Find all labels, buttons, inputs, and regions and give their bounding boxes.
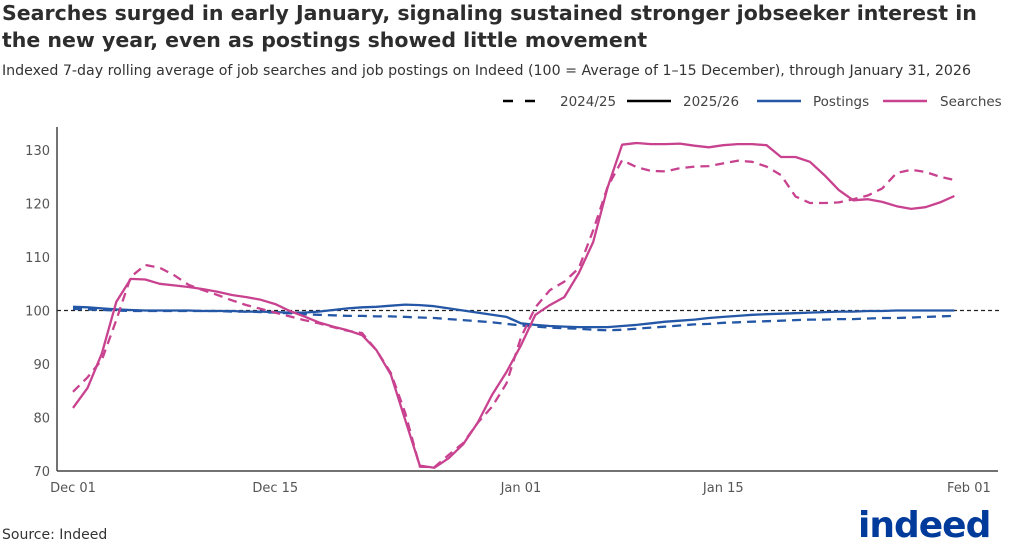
series-line-searches-2025-26 <box>72 141 955 469</box>
x-tick-label: Jan 01 <box>500 481 542 496</box>
legend-label: Postings <box>813 94 869 110</box>
series-line-postings-2025-26 <box>72 303 955 329</box>
legend-label: 2024/25 <box>560 94 616 110</box>
y-tick-label: 130 <box>25 144 50 159</box>
y-tick-label: 120 <box>25 198 50 213</box>
x-tick-label: Feb 01 <box>947 481 991 496</box>
y-tick-label: 100 <box>25 305 50 320</box>
indeed-logo: indeed <box>858 505 991 546</box>
x-tick-label: Dec 01 <box>50 481 96 496</box>
x-tick-label: Dec 15 <box>252 481 298 496</box>
x-tick-label: Jan 15 <box>702 481 744 496</box>
legend-label: 2025/26 <box>683 94 739 110</box>
series-line-postings-2024-25 <box>72 307 955 332</box>
chart-subtitle: Indexed 7-day rolling average of job sea… <box>2 63 971 79</box>
y-tick-label: 90 <box>33 358 50 373</box>
y-tick-label: 70 <box>33 465 50 480</box>
series-line-searches-2024-25 <box>72 159 955 469</box>
y-tick-label: 80 <box>33 412 50 427</box>
y-tick-label: 110 <box>25 251 50 266</box>
chart-title: Searches surged in early January, signal… <box>2 1 977 52</box>
source-note: Source: Indeed <box>2 527 108 543</box>
legend-label: Searches <box>940 94 1002 110</box>
